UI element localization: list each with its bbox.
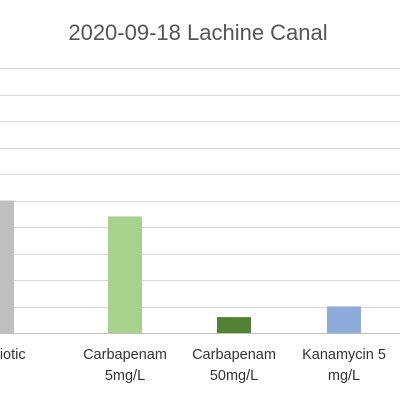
category-label-3-line-1: mg/L — [328, 368, 360, 384]
bar-2 — [217, 317, 251, 333]
gridlines — [0, 68, 400, 308]
category-label-2-line-0: Carbapenam — [192, 347, 276, 363]
bar-1 — [108, 216, 142, 333]
category-label-3-line-0: Kanamycin 5 — [302, 347, 386, 363]
category-label-1-line-1: 5mg/L — [105, 368, 145, 384]
chart-title: 2020-09-18 Lachine Canal — [68, 20, 327, 45]
category-labels: antibiotic Carbapenam 5mg/L Carbapenam 50mg/… — [0, 347, 386, 384]
category-label-0-line-0: antibiotic — [0, 347, 26, 363]
bar-3 — [327, 306, 361, 333]
category-label-2-line-1: 50mg/L — [210, 368, 258, 384]
bar-0 — [0, 200, 14, 333]
bars — [0, 200, 361, 333]
category-label-1-line-0: Carbapenam — [83, 347, 167, 363]
